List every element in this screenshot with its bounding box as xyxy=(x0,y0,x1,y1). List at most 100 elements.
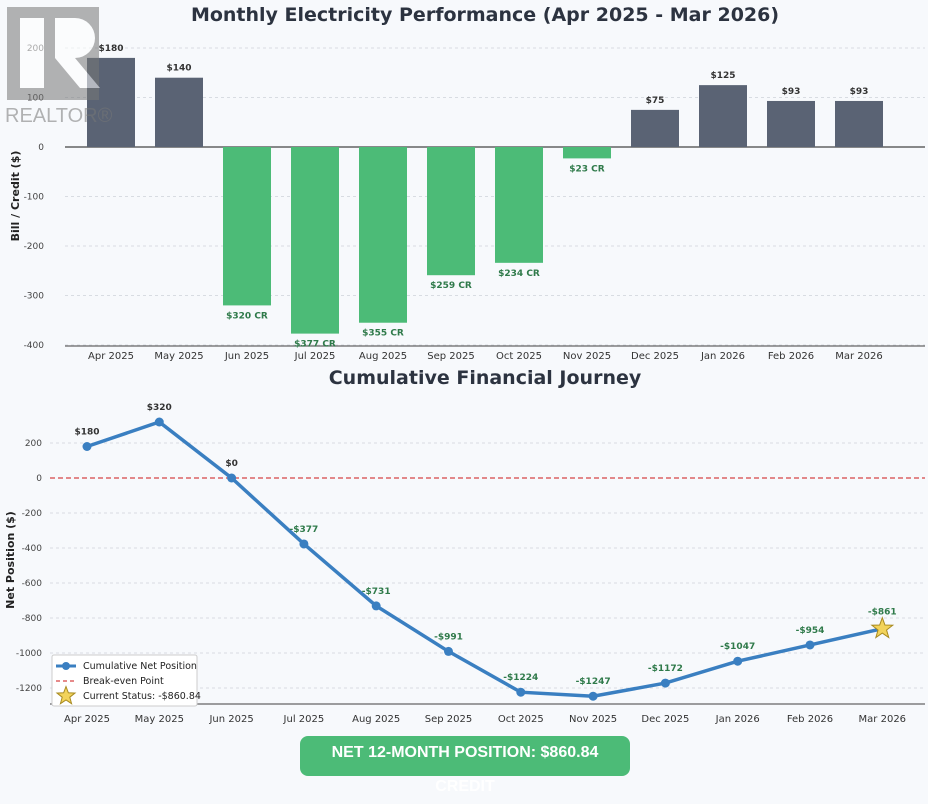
legend-marker-icon xyxy=(62,662,70,670)
data-label: $320 xyxy=(147,403,172,413)
legend-box xyxy=(51,654,198,707)
x-tick-label: Jan 2026 xyxy=(715,714,760,725)
data-label: $234 CR xyxy=(498,269,540,279)
x-tick-label: Nov 2025 xyxy=(563,351,611,362)
data-label: $125 xyxy=(710,71,735,81)
y-tick-label: -1000 xyxy=(16,649,42,659)
x-tick-label: Mar 2026 xyxy=(835,351,883,362)
x-tick-label: Sep 2025 xyxy=(427,351,474,362)
data-label: -$954 xyxy=(796,626,825,636)
y-tick-label: -400 xyxy=(22,544,43,554)
data-label: -$1047 xyxy=(720,642,755,652)
y-axis-label: Bill / Credit ($) xyxy=(9,151,22,242)
bar xyxy=(835,100,883,147)
bar xyxy=(699,85,747,147)
legend-label: Current Status: -$860.84 xyxy=(83,691,201,702)
x-tick-label: May 2025 xyxy=(154,351,203,362)
y-tick-label: -100 xyxy=(24,193,45,203)
data-point xyxy=(299,539,309,549)
bar xyxy=(563,147,611,159)
data-label: -$861 xyxy=(868,608,897,618)
y-tick-label: -300 xyxy=(24,292,45,302)
x-tick-label: May 2025 xyxy=(135,714,184,725)
bar xyxy=(767,100,815,147)
data-point xyxy=(444,646,453,656)
data-label: $377 CR xyxy=(294,340,336,350)
x-tick-label: Jul 2025 xyxy=(283,714,325,725)
x-tick-label: Dec 2025 xyxy=(641,714,689,725)
data-label: $180 xyxy=(98,44,123,54)
y-tick-label: -600 xyxy=(22,579,43,589)
data-label: -$1224 xyxy=(503,673,538,683)
bar xyxy=(359,147,407,323)
y-axis-label: Net Position ($) xyxy=(4,511,17,609)
realtor-logo-watermark: REALTOR® xyxy=(5,7,113,127)
data-point xyxy=(227,473,237,483)
x-tick-label: Jun 2025 xyxy=(208,714,253,725)
chart-title: Monthly Electricity Performance (Apr 202… xyxy=(191,4,779,26)
y-tick-label: -1200 xyxy=(16,684,42,694)
data-point xyxy=(660,678,670,688)
x-tick-label: Apr 2025 xyxy=(64,714,110,725)
legend-star-icon xyxy=(55,685,77,705)
legend-label: Cumulative Net Position xyxy=(83,661,197,672)
data-label: $23 CR xyxy=(569,164,605,174)
bar xyxy=(291,147,339,334)
x-tick-label: Nov 2025 xyxy=(569,714,617,725)
x-tick-label: Jan 2026 xyxy=(700,351,745,362)
legend: Cumulative Net Position Break-even Point C… xyxy=(51,654,201,707)
x-tick-label: Feb 2026 xyxy=(787,714,833,725)
x-tick-label: Aug 2025 xyxy=(352,714,400,725)
bar xyxy=(223,147,271,306)
data-point xyxy=(154,417,164,427)
monthly-bar-chart: Monthly Electricity Performance (Apr 202… xyxy=(9,4,925,362)
data-label: -$731 xyxy=(362,587,391,597)
data-label: $355 CR xyxy=(362,329,404,339)
chart-canvas: Monthly Electricity Performance (Apr 202… xyxy=(4,4,925,725)
chart-title: Cumulative Financial Journey xyxy=(329,367,642,389)
cumulative-line-chart: Cumulative Financial Journey Net Position… xyxy=(4,367,925,725)
x-tick-label: Apr 2025 xyxy=(88,351,134,362)
data-label: $93 xyxy=(850,87,869,97)
legend-label: Break-even Point xyxy=(83,676,164,687)
data-point xyxy=(733,656,743,666)
data-label: $180 xyxy=(74,428,99,438)
data-label: $75 xyxy=(646,96,665,106)
data-label: $320 CR xyxy=(226,311,268,321)
x-tick-label: Jun 2025 xyxy=(224,351,269,362)
y-tick-label: 200 xyxy=(25,439,42,449)
data-point xyxy=(516,687,526,697)
x-tick-label: Oct 2025 xyxy=(496,351,542,362)
bar xyxy=(155,77,203,147)
data-point xyxy=(588,691,598,701)
series-line xyxy=(86,420,883,698)
y-tick-label: -800 xyxy=(22,614,43,624)
data-point xyxy=(371,601,381,611)
data-label: -$1172 xyxy=(648,664,683,674)
x-tick-label: Feb 2026 xyxy=(768,351,814,362)
data-label: -$991 xyxy=(434,632,463,642)
bar xyxy=(631,109,679,147)
x-tick-label: Aug 2025 xyxy=(359,351,407,362)
x-tick-label: Mar 2026 xyxy=(859,714,907,725)
data-label: -$377 xyxy=(290,525,319,535)
data-point xyxy=(82,442,92,451)
data-label: $93 xyxy=(782,87,801,97)
data-label: -$1247 xyxy=(576,677,611,687)
svg-text:REALTOR®: REALTOR® xyxy=(5,105,113,127)
x-tick-label: Oct 2025 xyxy=(498,714,544,725)
net-position-banner: NET 12-MONTH POSITION: $860.84 CREDIT xyxy=(300,736,630,795)
data-point xyxy=(805,640,815,650)
x-tick-label: Dec 2025 xyxy=(631,351,679,362)
data-label: $259 CR xyxy=(430,281,472,291)
current-status-star-icon xyxy=(870,616,895,639)
bar xyxy=(427,147,475,276)
y-tick-label: -400 xyxy=(24,341,45,351)
y-tick-label: 0 xyxy=(36,474,42,484)
y-tick-label: -200 xyxy=(22,509,43,519)
y-tick-label: 0 xyxy=(38,143,44,153)
data-label: $0 xyxy=(225,459,238,469)
x-tick-label: Sep 2025 xyxy=(425,714,472,725)
data-label: $140 xyxy=(166,64,191,74)
y-tick-label: -200 xyxy=(24,242,45,252)
